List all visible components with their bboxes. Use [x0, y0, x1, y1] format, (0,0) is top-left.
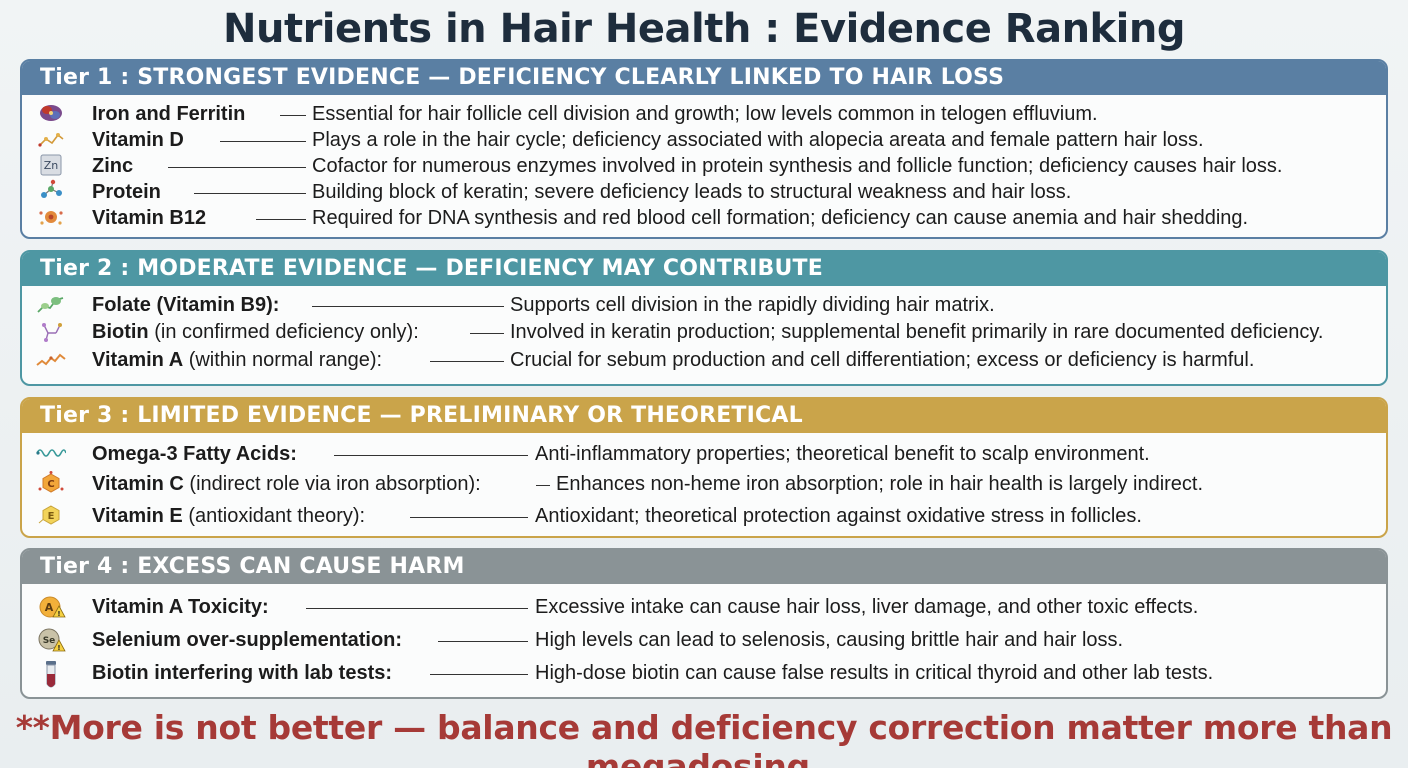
nutrient-description: Anti-inflammatory properties; theoretica…: [535, 443, 1150, 465]
tier-1-panel: Tier 1 : STRONGEST EVIDENCE — DEFICIENCY…: [20, 59, 1388, 239]
connector-line: [470, 333, 504, 334]
zinc-element-icon: Zn: [36, 153, 66, 177]
tier-3-header: Tier 3 : LIMITED EVIDENCE — PRELIMINARY …: [22, 399, 1386, 433]
nutrient-description: Excessive intake can cause hair loss, li…: [535, 596, 1199, 618]
list-item: Se! Selenium over-supplementation: High …: [22, 627, 1386, 653]
vitamin-e-molecule-icon: E: [36, 503, 66, 527]
nutrient-name: Vitamin B12: [92, 207, 207, 229]
nutrient-name: Selenium over-supplementation:: [92, 629, 403, 651]
page-title: Nutrients in Hair Health : Evidence Rank…: [223, 6, 1185, 52]
svg-text:C: C: [47, 479, 54, 490]
list-item: Biotin interfering with lab tests: High-…: [22, 660, 1386, 688]
tier-4-panel: Tier 4 : EXCESS CAN CAUSE HARM A! Vitami…: [20, 548, 1388, 699]
connector-line: [168, 167, 306, 168]
connector-line: [334, 455, 528, 456]
svg-text:Zn: Zn: [44, 159, 59, 172]
folate-molecule-icon: [36, 292, 66, 316]
tier-2-header: Tier 2 : MODERATE EVIDENCE — DEFICIENCY …: [22, 252, 1386, 286]
nutrient-description: Enhances non-heme iron absorption; role …: [556, 473, 1204, 495]
list-item: Iron and Ferritin Essential for hair fol…: [22, 101, 1386, 127]
nutrient-description: Supports cell division in the rapidly di…: [510, 294, 995, 316]
footer-note: **More is not better — balance and defic…: [15, 708, 1393, 768]
connector-line: [256, 219, 306, 220]
selenium-warning-icon: Se!: [36, 627, 66, 652]
tier-2-panel: Tier 2 : MODERATE EVIDENCE — DEFICIENCY …: [20, 250, 1388, 386]
connector-line: [430, 361, 504, 362]
list-item: E Vitamin E (antioxidant theory): Antiox…: [22, 503, 1386, 529]
nutrient-name: Vitamin C (indirect role via iron absorp…: [92, 473, 481, 495]
nutrient-name: Vitamin A (within normal range):: [92, 349, 383, 371]
tier-1-header: Tier 1 : STRONGEST EVIDENCE — DEFICIENCY…: [22, 61, 1386, 95]
tier-4-header: Tier 4 : EXCESS CAN CAUSE HARM: [22, 550, 1386, 584]
list-item: Zn Zinc Cofactor for numerous enzymes in…: [22, 153, 1386, 179]
nutrient-name: Zinc: [92, 155, 134, 177]
vitamin-d-molecule-icon: [36, 127, 66, 151]
connector-line: [306, 608, 528, 609]
tier-3-panel: Tier 3 : LIMITED EVIDENCE — PRELIMINARY …: [20, 397, 1388, 538]
nutrient-name: Biotin interfering with lab tests:: [92, 662, 393, 684]
nutrient-name: Omega-3 Fatty Acids:: [92, 443, 297, 465]
list-item: Vitamin D Plays a role in the hair cycle…: [22, 127, 1386, 153]
nutrient-name: Vitamin D: [92, 129, 184, 151]
list-item: Biotin (in confirmed deficiency only): I…: [22, 319, 1386, 345]
connector-line: [410, 517, 528, 518]
nutrient-name: Protein: [92, 181, 161, 203]
iron-molecule-icon: [36, 101, 66, 125]
list-item: Folate (Vitamin B9): Supports cell divis…: [22, 292, 1386, 318]
connector-line: [194, 193, 306, 194]
list-item: Vitamin A (within normal range): Crucial…: [22, 347, 1386, 373]
svg-text:!: !: [57, 644, 60, 652]
list-item: A! Vitamin A Toxicity: Excessive intake …: [22, 594, 1386, 620]
nutrient-description: Plays a role in the hair cycle; deficien…: [312, 129, 1204, 151]
vitamin-c-molecule-icon: C: [36, 471, 66, 495]
svg-text:!: !: [57, 610, 60, 618]
connector-line: [280, 115, 306, 116]
nutrient-description: Involved in keratin production; suppleme…: [510, 321, 1324, 343]
nutrient-description: High levels can lead to selenosis, causi…: [535, 629, 1124, 651]
connector-line: [430, 674, 528, 675]
nutrient-name: Vitamin E (antioxidant theory):: [92, 505, 366, 527]
biotin-molecule-icon: [36, 319, 66, 343]
protein-molecule-icon: [36, 179, 66, 203]
svg-text:Se: Se: [43, 636, 56, 646]
test-tube-icon: [36, 660, 66, 688]
list-item: Omega-3 Fatty Acids: Anti-inflammatory p…: [22, 441, 1386, 467]
connector-line: [536, 485, 550, 486]
vitamin-a-warning-icon: A!: [36, 594, 66, 618]
nutrient-description: Antioxidant; theoretical protection agai…: [535, 505, 1142, 527]
vitamin-a-chain-icon: [36, 347, 66, 371]
connector-line: [220, 141, 306, 142]
nutrient-description: Building block of keratin; severe defici…: [312, 181, 1072, 203]
nutrient-description: Essential for hair follicle cell divisio…: [312, 103, 1098, 125]
list-item: C Vitamin C (indirect role via iron abso…: [22, 471, 1386, 497]
list-item: Vitamin B12 Required for DNA synthesis a…: [22, 205, 1386, 231]
connector-line: [438, 641, 528, 642]
nutrient-description: Required for DNA synthesis and red blood…: [312, 207, 1249, 229]
nutrient-name: Iron and Ferritin: [92, 103, 246, 125]
nutrient-name: Folate (Vitamin B9):: [92, 294, 280, 316]
connector-line: [312, 306, 504, 307]
nutrient-description: Cofactor for numerous enzymes involved i…: [312, 155, 1283, 177]
nutrient-description: High-dose biotin can cause false results…: [535, 662, 1214, 684]
svg-text:E: E: [48, 511, 55, 522]
omega-3-chain-icon: [36, 441, 67, 465]
nutrient-description: Crucial for sebum production and cell di…: [510, 349, 1255, 371]
svg-text:A: A: [45, 601, 54, 614]
nutrient-name: Vitamin A Toxicity:: [92, 596, 269, 618]
nutrient-name: Biotin (in confirmed deficiency only):: [92, 321, 419, 343]
list-item: Protein Building block of keratin; sever…: [22, 179, 1386, 205]
b12-molecule-icon: [36, 205, 66, 229]
